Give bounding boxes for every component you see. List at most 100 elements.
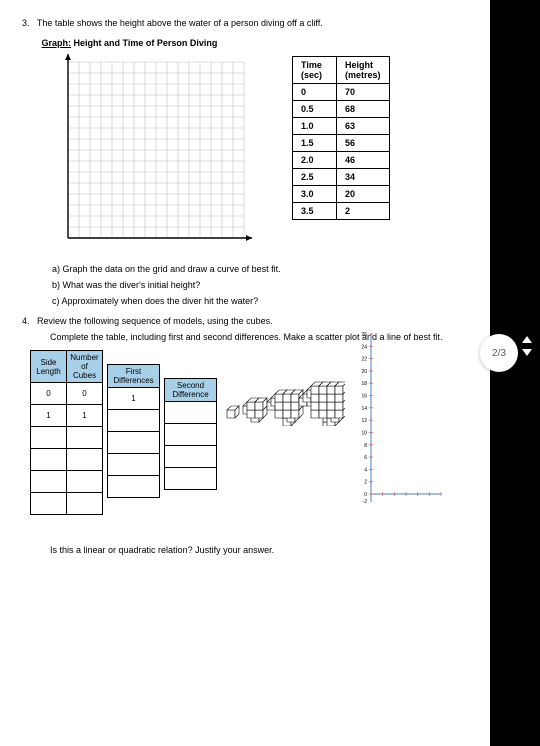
cell-fd [108,410,160,432]
th-time-label: Time [301,60,322,70]
svg-text:26: 26 [361,332,367,338]
q3a: a) Graph the data on the grid and draw a… [52,264,472,274]
th-fd: First Differences [108,365,160,388]
table-row: 2.046 [293,152,390,169]
svg-text:8: 8 [364,443,367,449]
cell-num [67,449,103,471]
cell-fd [108,432,160,454]
table-row [108,432,160,454]
cell-height: 34 [337,169,390,186]
q4-sd-table: Second Difference [164,378,217,490]
q3-prompt: 3. The table shows the height above the … [22,18,472,28]
cell-height: 70 [337,84,390,101]
cell-side [31,493,67,515]
cell-height: 56 [337,135,390,152]
cell-num [67,493,103,515]
cell-time: 3.0 [293,186,337,203]
table-row [108,410,160,432]
table-row: 1.556 [293,135,390,152]
table-row [165,446,217,468]
table-row [108,476,160,498]
th-time-unit: (sec) [301,70,322,80]
th-side: Side Length [31,351,67,383]
cell-num: 0 [67,383,103,405]
q3-data-table: Time (sec) Height (metres) 0700.5681.063… [292,56,390,220]
table-row [31,427,103,449]
q3-graph-title: Height and Time of Person Diving [74,38,218,48]
cell-num: 1 [67,405,103,427]
table-row [31,471,103,493]
table-row: 2.534 [293,169,390,186]
cell-fd: 1 [108,388,160,410]
q4-text: Review the following sequence of models,… [37,316,273,326]
svg-text:20: 20 [361,369,367,375]
table-row [165,402,217,424]
cubes-illustration [225,370,345,426]
cell-height: 68 [337,101,390,118]
cell-height: 46 [337,152,390,169]
page-nav-arrows [520,336,534,356]
svg-text:4: 4 [364,467,367,473]
cell-sd [165,446,217,468]
q3-number: 3. [22,18,30,28]
cell-num [67,427,103,449]
cell-side [31,427,67,449]
cell-time: 3.5 [293,203,337,220]
table-row [31,449,103,471]
table-row [165,424,217,446]
svg-text:22: 22 [361,357,367,363]
viewer-sidebar [490,0,540,746]
cell-time: 0 [293,84,337,101]
cell-sd [165,468,217,490]
table-row: 0.568 [293,101,390,118]
svg-text:10: 10 [361,430,367,436]
cell-height: 20 [337,186,390,203]
th-height-unit: (metres) [345,70,381,80]
th-time: Time (sec) [293,57,337,84]
q3-graph-label: Graph: [42,38,72,48]
table-row: 00 [31,383,103,405]
table-row: 070 [293,84,390,101]
cell-side: 0 [31,383,67,405]
q4-final: Is this a linear or quadratic relation? … [50,545,472,555]
table-row: 1 [108,388,160,410]
th-height: Height (metres) [337,57,390,84]
svg-text:16: 16 [361,394,367,400]
prev-page-arrow-icon[interactable] [522,336,532,343]
cell-height: 2 [337,203,390,220]
q4-scatter-grid: 02468101214161820222426-2 [353,328,445,508]
cell-side: 1 [31,405,67,427]
cell-time: 1.5 [293,135,337,152]
svg-text:18: 18 [361,381,367,387]
cell-side [31,471,67,493]
q3-text: The table shows the height above the wat… [37,18,323,28]
table-row [31,493,103,515]
table-row: 11 [31,405,103,427]
q3-row: Time (sec) Height (metres) 0700.5681.063… [56,54,472,250]
th-num: Number of Cubes [67,351,103,383]
svg-text:24: 24 [361,344,367,350]
cell-time: 0.5 [293,101,337,118]
document-page: 3. The table shows the height above the … [0,0,490,746]
table-row: 1.063 [293,118,390,135]
cell-time: 2.0 [293,152,337,169]
q4-number: 4. [22,316,30,326]
page-indicator-text: 2/3 [492,348,506,359]
page-indicator-badge[interactable]: 2/3 [480,334,518,372]
table-row [165,468,217,490]
cell-sd [165,402,217,424]
svg-text:-2: -2 [363,499,368,505]
next-page-arrow-icon[interactable] [522,349,532,356]
svg-text:2: 2 [364,480,367,486]
svg-text:6: 6 [364,455,367,461]
cell-side [31,449,67,471]
svg-text:14: 14 [361,406,367,412]
q4-cubes-table: Side Length Number of Cubes 0011 [30,350,103,515]
svg-text:0: 0 [364,492,367,498]
q4-fd-table: First Differences 1 [107,364,160,498]
table-row: 3.020 [293,186,390,203]
cell-height: 63 [337,118,390,135]
cell-time: 1.0 [293,118,337,135]
q4-prompt: 4. Review the following sequence of mode… [22,316,472,326]
q3-graph-title-line: Graph: Height and Time of Person Diving [34,38,472,48]
